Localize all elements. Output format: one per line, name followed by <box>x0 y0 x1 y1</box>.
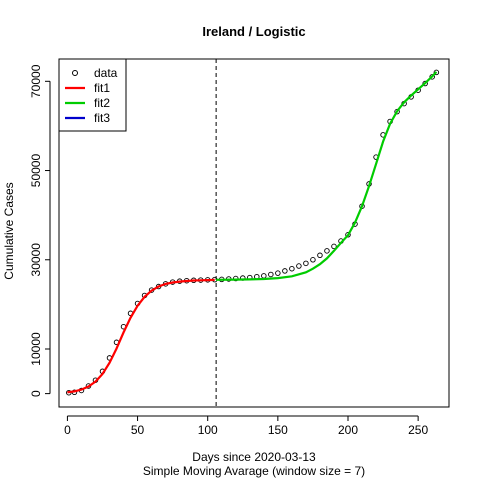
x-tick-label: 100 <box>198 423 218 437</box>
y-axis-label: Cumulative Cases <box>2 182 16 279</box>
data-point <box>422 80 428 87</box>
data-point <box>345 232 351 238</box>
x-tick-label: 50 <box>131 423 145 437</box>
data-point <box>289 265 295 272</box>
x-tick-label: 200 <box>338 423 358 437</box>
data-point <box>268 271 274 278</box>
data-point <box>296 263 302 269</box>
x-axis-label: Days since 2020-03-13 <box>192 450 316 464</box>
y-tick-label: 0 <box>29 390 43 397</box>
legend-label-fit2: fit2 <box>94 96 110 110</box>
y-tick-label: 70000 <box>29 64 43 98</box>
data-point <box>429 74 435 80</box>
plot-frame <box>58 58 450 408</box>
data-point <box>275 270 281 276</box>
legend-symbol-data <box>72 70 78 76</box>
legend-label-fit3: fit3 <box>94 111 110 125</box>
data-point <box>317 252 323 259</box>
y-tick-label: 10000 <box>29 332 43 366</box>
data-point <box>303 260 309 267</box>
data-point <box>433 69 440 76</box>
legend-label-fit1: fit1 <box>94 81 110 95</box>
chart-title: Ireland / Logistic <box>202 24 305 39</box>
x-tick-label: 250 <box>408 423 428 437</box>
data-point <box>310 257 316 263</box>
data-point <box>324 248 330 254</box>
y-tick-label: 50000 <box>29 154 43 188</box>
x-tick-label: 0 <box>64 423 71 437</box>
data-point <box>282 268 288 274</box>
data-point <box>394 108 400 115</box>
data-point <box>331 243 337 250</box>
y-tick-label: 30000 <box>29 243 43 277</box>
legend-label-data: data <box>94 66 118 80</box>
x-axis-sublabel: Simple Moving Avarage (window size = 7) <box>143 464 365 478</box>
x-tick-label: 150 <box>268 423 288 437</box>
fit1-line <box>67 278 215 394</box>
fit2-line <box>216 71 438 281</box>
